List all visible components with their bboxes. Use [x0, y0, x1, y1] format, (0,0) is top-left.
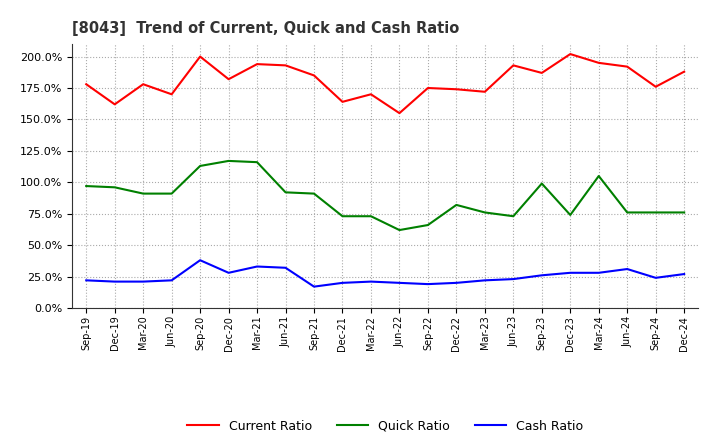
Current Ratio — [225, 77, 233, 82]
Cash Ratio — [196, 257, 204, 263]
Quick Ratio — [338, 213, 347, 219]
Quick Ratio — [623, 210, 631, 215]
Cash Ratio — [680, 271, 688, 277]
Cash Ratio — [366, 279, 375, 284]
Current Ratio — [366, 92, 375, 97]
Current Ratio — [167, 92, 176, 97]
Line: Current Ratio: Current Ratio — [86, 54, 684, 113]
Quick Ratio — [537, 181, 546, 186]
Quick Ratio — [225, 158, 233, 164]
Line: Cash Ratio: Cash Ratio — [86, 260, 684, 286]
Cash Ratio — [452, 280, 461, 286]
Quick Ratio — [82, 183, 91, 189]
Current Ratio — [566, 51, 575, 57]
Quick Ratio — [366, 213, 375, 219]
Current Ratio — [680, 69, 688, 74]
Quick Ratio — [423, 222, 432, 227]
Cash Ratio — [566, 270, 575, 275]
Quick Ratio — [680, 210, 688, 215]
Text: [8043]  Trend of Current, Quick and Cash Ratio: [8043] Trend of Current, Quick and Cash … — [72, 21, 459, 36]
Current Ratio — [310, 73, 318, 78]
Legend: Current Ratio, Quick Ratio, Cash Ratio: Current Ratio, Quick Ratio, Cash Ratio — [182, 414, 588, 437]
Current Ratio — [480, 89, 489, 95]
Current Ratio — [452, 87, 461, 92]
Current Ratio — [282, 63, 290, 68]
Current Ratio — [595, 60, 603, 66]
Cash Ratio — [595, 270, 603, 275]
Cash Ratio — [652, 275, 660, 280]
Cash Ratio — [167, 278, 176, 283]
Cash Ratio — [338, 280, 347, 286]
Line: Quick Ratio: Quick Ratio — [86, 161, 684, 230]
Quick Ratio — [310, 191, 318, 196]
Quick Ratio — [282, 190, 290, 195]
Cash Ratio — [509, 276, 518, 282]
Cash Ratio — [282, 265, 290, 271]
Quick Ratio — [395, 227, 404, 233]
Cash Ratio — [480, 278, 489, 283]
Quick Ratio — [139, 191, 148, 196]
Current Ratio — [139, 81, 148, 87]
Cash Ratio — [623, 266, 631, 271]
Current Ratio — [537, 70, 546, 76]
Cash Ratio — [139, 279, 148, 284]
Current Ratio — [423, 85, 432, 91]
Quick Ratio — [196, 163, 204, 169]
Cash Ratio — [537, 273, 546, 278]
Current Ratio — [652, 84, 660, 89]
Quick Ratio — [509, 213, 518, 219]
Current Ratio — [196, 54, 204, 59]
Quick Ratio — [452, 202, 461, 208]
Cash Ratio — [310, 284, 318, 289]
Quick Ratio — [480, 210, 489, 215]
Quick Ratio — [652, 210, 660, 215]
Cash Ratio — [225, 270, 233, 275]
Cash Ratio — [395, 280, 404, 286]
Quick Ratio — [595, 173, 603, 179]
Current Ratio — [253, 62, 261, 67]
Quick Ratio — [566, 213, 575, 218]
Current Ratio — [82, 81, 91, 87]
Quick Ratio — [167, 191, 176, 196]
Cash Ratio — [110, 279, 119, 284]
Cash Ratio — [423, 282, 432, 287]
Cash Ratio — [82, 278, 91, 283]
Quick Ratio — [110, 185, 119, 190]
Current Ratio — [395, 110, 404, 116]
Current Ratio — [110, 102, 119, 107]
Cash Ratio — [253, 264, 261, 269]
Quick Ratio — [253, 160, 261, 165]
Current Ratio — [509, 63, 518, 68]
Current Ratio — [338, 99, 347, 104]
Current Ratio — [623, 64, 631, 69]
